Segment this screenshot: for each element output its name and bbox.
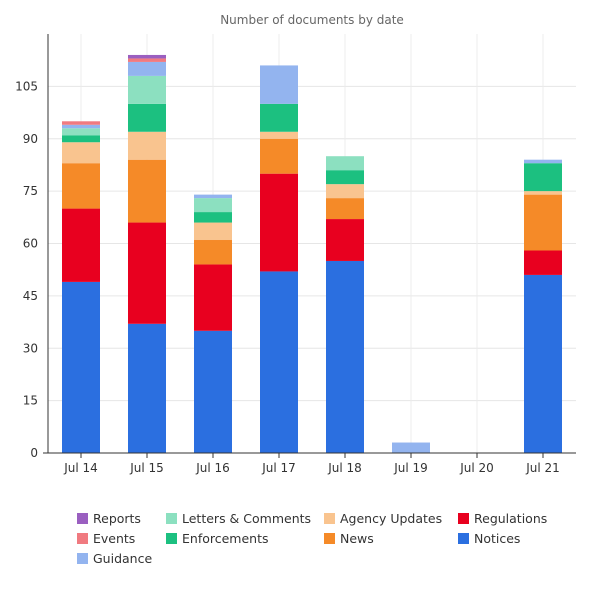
bar-notices-jul-15 xyxy=(128,323,166,453)
bar-agency-updates-jul-18 xyxy=(326,184,364,199)
y-tick-label: 15 xyxy=(23,394,38,408)
legend-item-letters-and-comments[interactable]: Letters & Comments xyxy=(166,511,311,526)
bars xyxy=(62,54,562,453)
legend-label: Notices xyxy=(474,531,520,546)
bar-regulations-jul-16 xyxy=(194,264,232,331)
bar-events-jul-15 xyxy=(128,58,166,62)
legend-label: Reports xyxy=(93,511,141,526)
bar-notices-jul-16 xyxy=(194,330,232,453)
legend-swatch xyxy=(77,553,88,564)
legend-swatch xyxy=(166,513,177,524)
bar-regulations-jul-21 xyxy=(524,250,562,275)
legend-item-agency-updates[interactable]: Agency Updates xyxy=(324,511,442,526)
legend-label: Enforcements xyxy=(182,531,269,546)
legend-label: News xyxy=(340,531,374,546)
legend-item-enforcements[interactable]: Enforcements xyxy=(166,531,269,546)
y-tick-label: 45 xyxy=(23,289,38,303)
bar-letters-and-comments-jul-14 xyxy=(62,128,100,136)
bar-news-jul-21 xyxy=(524,194,562,251)
bar-events-jul-14 xyxy=(62,121,100,125)
legend-label: Agency Updates xyxy=(340,511,442,526)
bar-reports-jul-15 xyxy=(128,54,166,59)
legend-swatch xyxy=(458,533,469,544)
bar-enforcements-jul-18 xyxy=(326,170,364,185)
x-tick-label: Jul 15 xyxy=(129,461,164,475)
bar-enforcements-jul-16 xyxy=(194,212,232,223)
y-tick-label: 30 xyxy=(23,341,38,355)
bar-agency-updates-jul-16 xyxy=(194,222,232,241)
grid-lines xyxy=(48,34,576,453)
bar-notices-jul-21 xyxy=(524,274,562,453)
axes: 0 15 30 45 60 75 90 105 Jul 14 Jul 15 Jul 16 Jul 17… xyxy=(15,34,576,475)
x-tick-label: Jul 16 xyxy=(195,461,230,475)
bar-letters-and-comments-jul-15 xyxy=(128,75,166,104)
legend-item-regulations[interactable]: Regulations xyxy=(458,511,547,526)
x-tick-label: Jul 19 xyxy=(393,461,428,475)
bar-enforcements-jul-17 xyxy=(260,103,298,132)
bar-letters-and-comments-jul-16 xyxy=(194,198,232,213)
y-tick-label: 90 xyxy=(23,132,38,146)
legend-label: Guidance xyxy=(93,551,152,566)
bar-news-jul-18 xyxy=(326,198,364,220)
legend: Reports Letters & Comments Agency Updates R… xyxy=(77,511,547,566)
bar-enforcements-jul-15 xyxy=(128,103,166,132)
legend-item-events[interactable]: Events xyxy=(77,531,135,546)
bar-agency-updates-jul-17 xyxy=(260,131,298,139)
legend-item-guidance[interactable]: Guidance xyxy=(77,551,152,566)
bar-guidance-jul-16 xyxy=(194,194,232,199)
legend-label: Events xyxy=(93,531,135,546)
x-tick-label: Jul 18 xyxy=(327,461,362,475)
bar-regulations-jul-18 xyxy=(326,219,364,261)
bar-guidance-jul-17 xyxy=(260,65,298,104)
y-tick-label: 0 xyxy=(30,446,38,460)
bar-guidance-jul-15 xyxy=(128,61,166,76)
y-tick-label: 75 xyxy=(23,184,38,198)
bar-enforcements-jul-14 xyxy=(62,135,100,143)
legend-item-notices[interactable]: Notices xyxy=(458,531,520,546)
bar-news-jul-16 xyxy=(194,240,232,265)
bar-agency-updates-jul-21 xyxy=(524,191,562,195)
bar-news-jul-17 xyxy=(260,138,298,174)
chart-title: Number of documents by date xyxy=(220,13,404,27)
bar-enforcements-jul-21 xyxy=(524,163,562,192)
legend-swatch xyxy=(324,533,335,544)
bar-regulations-jul-14 xyxy=(62,208,100,282)
bar-regulations-jul-15 xyxy=(128,222,166,324)
legend-label: Letters & Comments xyxy=(182,511,311,526)
legend-swatch xyxy=(77,533,88,544)
legend-item-news[interactable]: News xyxy=(324,531,374,546)
legend-item-reports[interactable]: Reports xyxy=(77,511,141,526)
y-tick-label: 60 xyxy=(23,237,38,251)
bar-notices-jul-18 xyxy=(326,260,364,453)
bar-news-jul-14 xyxy=(62,163,100,209)
bar-letters-and-comments-jul-18 xyxy=(326,156,364,171)
bar-guidance-jul-19 xyxy=(392,442,430,453)
legend-swatch xyxy=(324,513,335,524)
bar-notices-jul-14 xyxy=(62,281,100,453)
legend-label: Regulations xyxy=(474,511,547,526)
bar-regulations-jul-17 xyxy=(260,173,298,272)
bar-guidance-jul-14 xyxy=(62,124,100,129)
x-tick-label: Jul 20 xyxy=(459,461,494,475)
bar-agency-updates-jul-15 xyxy=(128,131,166,160)
x-tick-label: Jul 14 xyxy=(63,461,98,475)
y-tick-label: 105 xyxy=(15,79,38,93)
bar-notices-jul-17 xyxy=(260,271,298,453)
bar-news-jul-15 xyxy=(128,159,166,223)
legend-swatch xyxy=(77,513,88,524)
x-tick-label: Jul 17 xyxy=(261,461,296,475)
bar-guidance-jul-21 xyxy=(524,159,562,164)
legend-swatch xyxy=(166,533,177,544)
legend-swatch xyxy=(458,513,469,524)
bar-agency-updates-jul-14 xyxy=(62,142,100,164)
x-tick-label: Jul 21 xyxy=(525,461,560,475)
